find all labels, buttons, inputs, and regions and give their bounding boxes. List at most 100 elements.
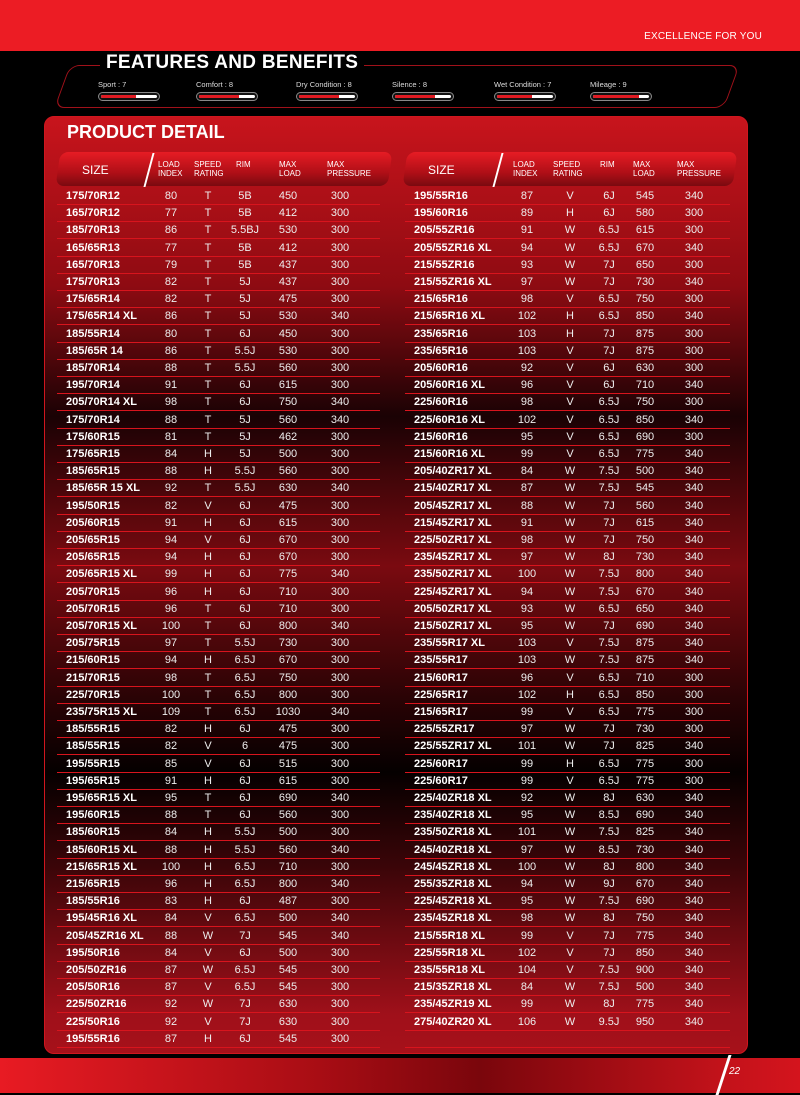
table-row: 235/50ZR17 XL 100 W 7.5J 800 340 xyxy=(405,566,730,584)
table-row: 175/65R14 XL 86 T 5J 530 340 xyxy=(57,308,380,326)
table-row: 215/60R17 96 V 6.5J 710 300 xyxy=(405,670,730,687)
table-row: 205/40ZR17 XL 84 W 7.5J 500 340 xyxy=(405,463,730,481)
speed-rating: W xyxy=(564,499,576,512)
rim: 6.5J xyxy=(598,688,620,701)
speed-rating: H xyxy=(204,448,212,460)
max-pressure: 340 xyxy=(684,878,704,890)
max-pressure: 340 xyxy=(684,551,704,564)
rim: 6 xyxy=(241,740,249,753)
tire-size: 225/55ZR17 xyxy=(414,723,475,736)
load-index: 94 xyxy=(520,878,534,890)
speed-rating: T xyxy=(204,706,212,718)
max-pressure: 300 xyxy=(330,723,350,736)
tire-size: 225/70R15 xyxy=(66,688,120,701)
tire-size: 185/55R15 xyxy=(66,723,120,736)
rim: 5B xyxy=(238,258,252,271)
table-row: 185/60R15 84 H 5.5J 500 300 xyxy=(57,824,380,842)
rim: 5.5J xyxy=(234,843,256,856)
speed-rating: W xyxy=(564,258,576,271)
speed-rating: T xyxy=(204,310,212,323)
tire-size: 165/70R12 xyxy=(66,207,120,220)
table-row: 235/45ZR19 XL 99 W 8J 775 340 xyxy=(405,996,730,1014)
load-index: 95 xyxy=(520,620,534,632)
tagline: EXCELLENCE FOR YOU xyxy=(644,31,762,42)
table-row: 225/40ZR18 XL 92 W 8J 630 340 xyxy=(405,790,730,807)
speed-rating: W xyxy=(202,964,214,976)
table-row: 215/45ZR17 XL 91 W 7J 615 340 xyxy=(405,515,730,532)
max-load: 825 xyxy=(635,826,655,839)
tire-size: 195/50R16 xyxy=(66,946,120,959)
max-load: 800 xyxy=(278,620,298,632)
tire-size: 235/50ZR17 XL xyxy=(414,568,492,581)
rim: 8.5J xyxy=(598,843,620,856)
tire-size: 225/60R17 xyxy=(414,774,468,787)
load-index: 98 xyxy=(520,293,534,306)
feature-bar-fill xyxy=(101,95,136,98)
max-pressure: 300 xyxy=(330,258,350,271)
table-row: 225/55ZR17 97 W 7J 730 300 xyxy=(405,721,730,739)
speed-rating: V xyxy=(566,362,574,374)
table-row: 185/55R14 80 T 6J 450 300 xyxy=(57,326,380,343)
table-row: 235/50ZR18 XL 101 W 7.5J 825 340 xyxy=(405,824,730,842)
speed-rating: W xyxy=(564,895,576,908)
speed-rating: V xyxy=(566,946,574,959)
tire-size: 205/45ZR17 XL xyxy=(414,499,492,512)
max-load: 750 xyxy=(278,671,298,684)
load-index: 91 xyxy=(520,516,534,529)
table-row: 205/60R16 XL 96 V 6J 710 340 xyxy=(405,377,730,395)
max-load: 475 xyxy=(278,723,298,736)
speed-rating: V xyxy=(204,946,212,959)
load-index: 94 xyxy=(520,241,534,254)
max-pressure: 340 xyxy=(684,190,704,202)
tire-size: 235/40ZR18 XL xyxy=(414,809,492,822)
speed-rating: T xyxy=(204,362,212,374)
rim: 7.5J xyxy=(598,585,620,598)
rim: 6J xyxy=(239,792,251,804)
tire-size: 205/50ZR17 XL xyxy=(414,602,492,615)
tire-size: 255/35ZR18 XL xyxy=(414,878,492,890)
max-pressure: 340 xyxy=(684,809,704,822)
tire-size: 185/55R16 xyxy=(66,895,120,908)
max-pressure: 340 xyxy=(684,1015,704,1028)
max-load: 615 xyxy=(278,774,298,787)
speed-rating: W xyxy=(564,551,576,564)
load-index: 99 xyxy=(520,774,534,787)
tire-size: 225/45ZR18 XL xyxy=(414,895,492,908)
max-load: 630 xyxy=(278,998,298,1011)
speed-rating: W xyxy=(564,602,576,615)
load-index: 88 xyxy=(520,499,534,512)
table-row: 195/70R14 91 T 6J 615 300 xyxy=(57,377,380,395)
tire-size: 205/70R15 xyxy=(66,602,120,615)
max-pressure: 340 xyxy=(330,413,350,426)
rim: 7J xyxy=(603,929,615,942)
tire-size: 235/55R17 XL xyxy=(414,637,485,650)
speed-rating: W xyxy=(564,276,576,288)
load-index: 99 xyxy=(520,706,534,718)
max-pressure: 340 xyxy=(684,792,704,804)
max-load: 775 xyxy=(635,757,655,770)
max-load: 500 xyxy=(278,912,298,925)
max-load: 412 xyxy=(278,207,298,220)
max-pressure: 300 xyxy=(330,671,350,684)
tire-size: 195/45R16 XL xyxy=(66,912,137,925)
rim: 6.5J xyxy=(234,688,256,701)
max-load: 545 xyxy=(278,964,298,976)
max-load: 670 xyxy=(635,585,655,598)
table-row: 175/60R15 81 T 5J 462 300 xyxy=(57,429,380,446)
table-row: 215/65R17 99 V 6.5J 775 300 xyxy=(405,704,730,721)
table-row: 215/65R16 98 V 6.5J 750 300 xyxy=(405,291,730,309)
tire-size: 235/65R16 xyxy=(414,344,468,357)
table-row: 215/55R18 XL 99 V 7J 775 340 xyxy=(405,928,730,945)
max-pressure: 340 xyxy=(684,379,704,392)
table-row: 205/70R15 96 T 6J 710 300 xyxy=(57,601,380,618)
table-row: 205/60R16 92 V 6J 630 300 xyxy=(405,360,730,377)
rim: 9.5J xyxy=(598,1015,620,1028)
max-load: 500 xyxy=(635,981,655,994)
max-load: 650 xyxy=(635,602,655,615)
load-index: 79 xyxy=(164,258,178,271)
table-row: 205/75R15 97 T 5.5J 730 300 xyxy=(57,635,380,653)
speed-rating: V xyxy=(566,396,574,409)
feature-bar xyxy=(98,92,160,101)
max-load: 650 xyxy=(635,258,655,271)
max-pressure: 340 xyxy=(330,310,350,323)
